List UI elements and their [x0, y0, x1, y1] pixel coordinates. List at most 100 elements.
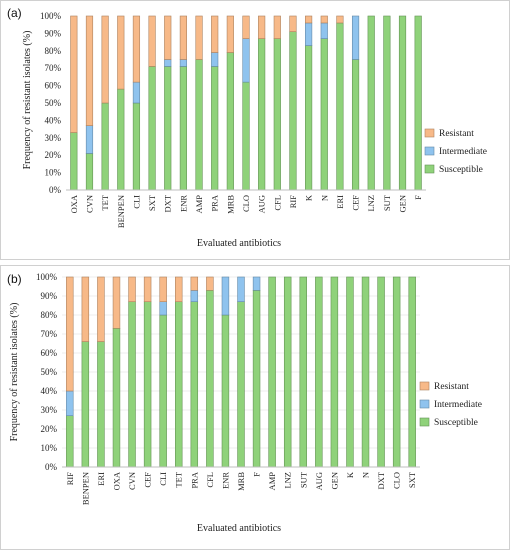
- y-tick-label: 50%: [45, 98, 62, 108]
- bar-segment-intermediate: [164, 59, 172, 67]
- category-label: CVN: [84, 195, 94, 213]
- legend-swatch-susceptible: [424, 164, 435, 174]
- y-tick-label: 80%: [45, 46, 62, 56]
- bar-segment-intermediate: [85, 125, 94, 154]
- category-label: LNZ: [283, 472, 293, 489]
- bar-segment-susceptible: [383, 15, 391, 191]
- bar-segment-susceptible: [211, 66, 219, 191]
- y-tick-label: 0%: [49, 185, 62, 195]
- bar-segment-susceptible: [336, 22, 344, 191]
- bar-segment-resistant: [273, 15, 281, 39]
- bar-segment-resistant: [258, 15, 266, 39]
- bar-segment-resistant: [289, 15, 297, 32]
- bar-segment-resistant: [206, 276, 214, 291]
- panel-a-x-axis-title: Evaluated antibiotics: [197, 238, 281, 249]
- category-label: SUT: [382, 194, 392, 211]
- y-tick-label: 20%: [45, 150, 62, 160]
- panel-a-legend: Resistant Intermediate Susceptible: [424, 128, 487, 175]
- bar-segment-susceptible: [377, 276, 385, 468]
- category-label: F: [252, 472, 262, 477]
- bar-segment-susceptible: [305, 45, 313, 191]
- bar-segment-intermediate: [179, 59, 187, 67]
- bar-segment-susceptible: [226, 52, 234, 191]
- y-tick-label: 50%: [41, 367, 58, 377]
- panel-a-tag: (a): [7, 6, 22, 20]
- panel-b-tag: (b): [7, 272, 22, 286]
- category-label: ERI: [96, 472, 106, 486]
- category-label: CLI: [158, 472, 168, 486]
- legend-swatch-susceptible: [419, 417, 430, 427]
- category-label: PRA: [189, 471, 199, 488]
- y-tick-label: 40%: [45, 115, 62, 125]
- panel-a: (a) 0% 10% 20% 30% 40% 50% 60% 70% 80% 90% 100% OX…: [0, 0, 510, 260]
- category-label: GEN: [398, 195, 408, 212]
- panel-b-y-axis-title: Frequency of resistant isolates (%): [9, 303, 20, 442]
- bar-segment-resistant: [66, 276, 74, 392]
- bar-segment-intermediate: [190, 289, 199, 302]
- bar-segment-intermediate: [305, 22, 313, 46]
- bar-segment-susceptible: [398, 15, 407, 191]
- category-label: TET: [100, 194, 110, 210]
- category-label: CEF: [351, 195, 361, 211]
- bar-segment-resistant: [148, 15, 156, 67]
- bar-segment-intermediate: [320, 22, 328, 39]
- y-tick-label: 100%: [40, 11, 62, 21]
- panel-b-bars: [66, 276, 416, 468]
- bar-segment-resistant: [320, 15, 328, 24]
- panel-a-y-axis-title: Frequency of resistant isolates (%): [22, 31, 33, 170]
- bar-segment-intermediate: [66, 390, 74, 417]
- category-label: AMP: [194, 195, 204, 214]
- category-label: MRB: [236, 472, 246, 491]
- bar-segment-susceptible: [414, 15, 422, 191]
- bar-segment-susceptible: [70, 132, 78, 191]
- category-label: GEN: [329, 472, 339, 489]
- panel-a-bars: [70, 15, 422, 191]
- bar-segment-intermediate: [221, 276, 230, 316]
- bar-segment-susceptible: [237, 301, 245, 468]
- category-label: MRB: [225, 195, 235, 214]
- y-tick-label: 10%: [45, 168, 62, 178]
- bar-segment-susceptible: [351, 59, 360, 191]
- legend-label-intermediate: Intermediate: [434, 400, 482, 410]
- bar-segment-resistant: [159, 276, 167, 303]
- y-tick-label: 60%: [41, 348, 58, 358]
- panel-b-category-labels: RIF BENPEN ERI OXA CVN CEF CLI TET PRA CFL ENR MRB F…: [65, 471, 417, 505]
- bar-segment-resistant: [117, 15, 125, 90]
- y-tick-label: 10%: [41, 443, 58, 453]
- bar-segment-susceptible: [299, 276, 307, 468]
- bar-segment-susceptible: [81, 341, 90, 468]
- bar-segment-susceptible: [221, 314, 230, 468]
- category-label: ENR: [178, 195, 188, 212]
- category-label: CFL: [205, 472, 215, 488]
- category-label: K: [304, 194, 314, 201]
- bar-segment-intermediate: [351, 15, 360, 60]
- bar-segment-intermediate: [237, 276, 245, 303]
- y-tick-label: 70%: [45, 63, 62, 73]
- category-label: CLI: [131, 195, 141, 209]
- bar-segment-susceptible: [132, 102, 141, 191]
- y-tick-label: 90%: [41, 291, 58, 301]
- category-label: SUT: [298, 471, 308, 488]
- bar-segment-susceptible: [367, 15, 375, 191]
- category-label: RIF: [288, 195, 298, 209]
- bar-segment-susceptible: [258, 38, 266, 191]
- category-label: SXT: [147, 194, 157, 211]
- bar-segment-susceptible: [392, 276, 401, 468]
- bar-segment-susceptible: [175, 301, 183, 468]
- y-tick-label: 30%: [45, 133, 62, 143]
- panel-b: (b) 0% 10% 20% 30% 40% 50% 60% 70% 80% 90% 100% RI…: [0, 265, 510, 550]
- bar-segment-susceptible: [408, 276, 416, 468]
- bar-segment-resistant: [128, 276, 136, 303]
- panel-a-y-ticks: 0% 10% 20% 30% 40% 50% 60% 70% 80% 90% 100%: [40, 11, 62, 195]
- bar-segment-resistant: [143, 276, 152, 303]
- bar-segment-susceptible: [289, 31, 297, 191]
- legend-label-resistant: Resistant: [434, 382, 469, 392]
- bar-segment-susceptible: [195, 59, 203, 191]
- bar-segment-intermediate: [159, 301, 167, 316]
- bar-segment-susceptible: [97, 341, 105, 468]
- category-label: OXA: [69, 194, 79, 213]
- bar-segment-resistant: [81, 276, 90, 342]
- bar-segment-susceptible: [330, 276, 339, 468]
- y-tick-label: 30%: [41, 405, 58, 415]
